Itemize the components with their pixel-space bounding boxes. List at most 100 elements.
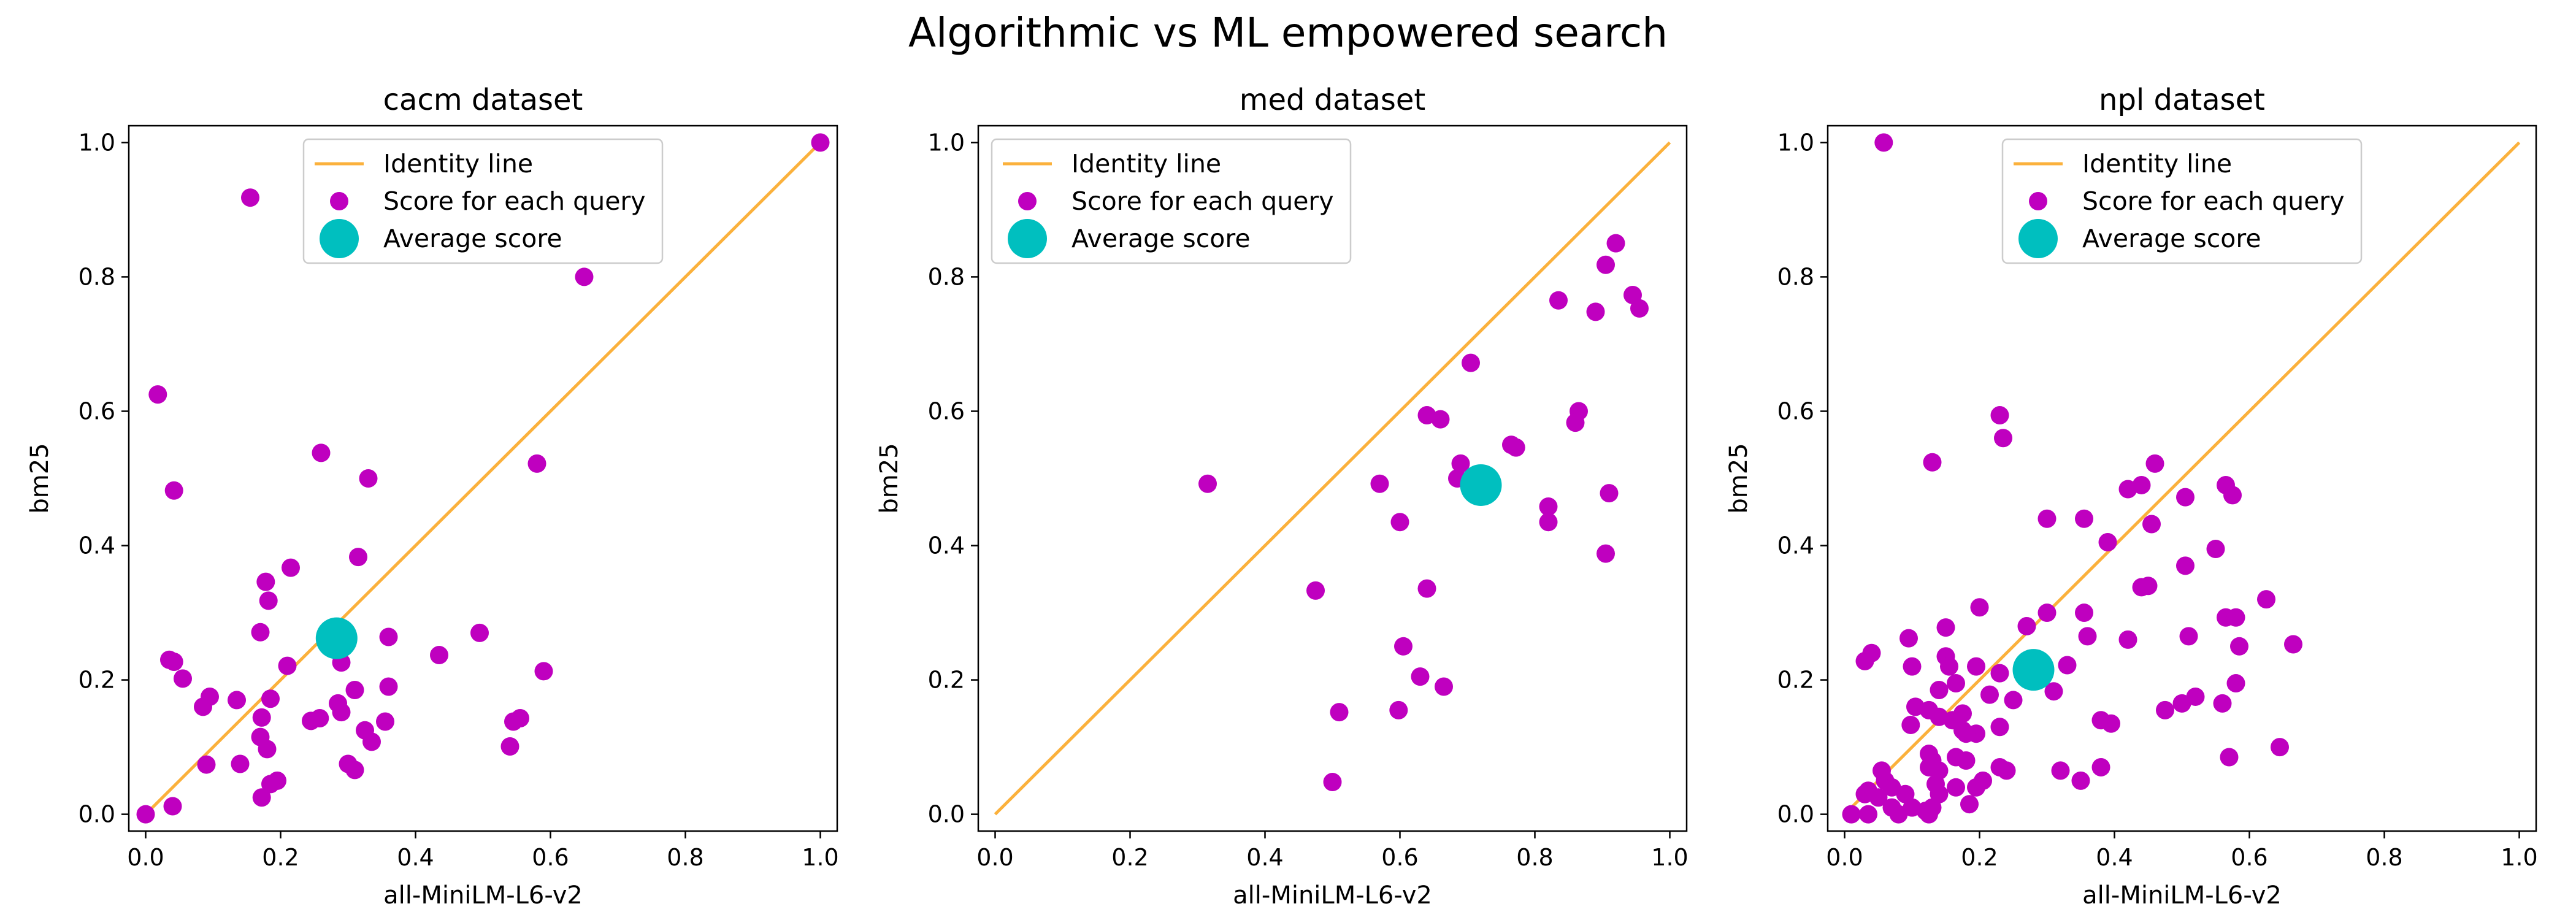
query-score-point	[1990, 406, 2009, 425]
query-score-point	[1451, 454, 1470, 473]
query-score-point	[2071, 771, 2090, 790]
query-score-point	[1435, 677, 1453, 696]
y-tick-label: 0.6	[1777, 397, 1814, 424]
x-tick-label: 0.2	[1111, 844, 1148, 871]
query-score-point	[1960, 795, 1979, 814]
legend-score-swatch	[2029, 192, 2047, 210]
legend-label: Average score	[2082, 224, 2261, 253]
y-tick-label: 0.2	[1777, 667, 1814, 694]
x-tick-label: 0.2	[262, 844, 299, 871]
x-tick-label: 0.8	[1516, 844, 1553, 871]
query-score-point	[197, 755, 216, 774]
x-tick-label: 0.2	[1961, 844, 1998, 871]
query-score-point	[2051, 761, 2070, 780]
panel-title: med dataset	[1240, 83, 1426, 117]
query-score-point	[2226, 608, 2245, 627]
query-score-point	[1953, 704, 1972, 723]
query-score-point	[1539, 497, 1558, 516]
y-tick-label: 0.0	[79, 801, 115, 828]
y-tick-label: 0.6	[79, 397, 115, 424]
query-score-point	[1957, 724, 1976, 743]
query-score-point	[1923, 453, 1942, 472]
query-score-point	[1957, 751, 1976, 770]
query-score-point	[1323, 773, 1342, 792]
query-score-point	[261, 689, 280, 708]
panel-3: 0.0 0.2 0.4 0.6 0.8 1.0 0.0 0.2 0.4 0.6 0.8 1.0 npl …	[1725, 83, 2538, 910]
query-score-point	[2226, 674, 2245, 693]
query-score-point	[2118, 630, 2137, 649]
query-score-point	[2139, 577, 2158, 596]
query-score-point	[261, 775, 280, 794]
query-score-point	[1417, 579, 1436, 598]
query-score-point	[258, 740, 277, 759]
query-score-point	[511, 709, 529, 727]
legend-label: Identity line	[383, 149, 533, 178]
query-score-point	[1411, 667, 1430, 686]
query-score-point	[1930, 681, 1949, 699]
y-tick-label: 0.4	[928, 532, 965, 559]
query-score-point	[278, 656, 297, 675]
x-tick-label: 0.8	[667, 844, 703, 871]
query-score-point	[1370, 474, 1389, 493]
query-score-point	[2058, 656, 2077, 675]
figure-title: Algorithmic vs ML empowered search	[908, 9, 1668, 56]
query-score-point	[2271, 738, 2289, 757]
query-score-point	[2176, 488, 2195, 507]
query-score-point	[2172, 694, 2191, 713]
query-score-point	[1606, 234, 1625, 253]
query-score-point	[163, 797, 182, 816]
legend-label: Score for each query	[1071, 186, 1334, 216]
query-score-point	[1980, 685, 1999, 704]
query-score-point	[2075, 604, 2093, 623]
query-score-point	[379, 627, 398, 646]
query-score-point	[2078, 627, 2097, 646]
query-score-point	[1389, 700, 1408, 719]
query-score-point	[332, 703, 351, 722]
x-tick-label: 1.0	[2501, 844, 2537, 871]
query-score-point	[164, 481, 183, 500]
query-score-point	[1970, 598, 1989, 617]
query-score-point	[2098, 533, 2117, 552]
y-tick-label: 0.8	[928, 263, 965, 290]
query-score-point	[1855, 651, 1874, 670]
query-score-point	[376, 712, 394, 731]
query-score-point	[148, 385, 167, 404]
query-score-point	[2142, 515, 2161, 534]
x-tick-label: 0.0	[976, 844, 1013, 871]
legend-label: Score for each query	[2082, 186, 2345, 216]
legend-average-swatch	[2018, 219, 2058, 258]
legend-label: Average score	[383, 224, 562, 253]
query-score-point	[136, 805, 155, 824]
y-tick-label: 0.2	[79, 667, 115, 694]
query-score-point	[1990, 718, 2009, 737]
panel-title: npl dataset	[2099, 83, 2265, 117]
plot-frame	[977, 125, 1688, 832]
query-score-point	[2156, 700, 2174, 719]
plot-frame	[128, 125, 838, 832]
query-score-point	[1586, 302, 1605, 321]
x-axis-label: all-MiniLM-L6-v2	[1233, 881, 1432, 910]
query-score-point	[1936, 618, 1955, 637]
query-score-point	[2044, 682, 2063, 701]
query-score-point	[194, 697, 212, 716]
query-score-point	[1997, 761, 2016, 780]
query-score-point	[349, 548, 367, 567]
legend-label: Identity line	[1071, 149, 1221, 178]
x-tick-label: 0.4	[2096, 844, 2133, 871]
legend-score-swatch	[330, 192, 348, 210]
y-tick-label: 1.0	[79, 129, 115, 156]
query-score-point	[1874, 133, 1893, 152]
query-score-point	[2223, 486, 2242, 505]
y-tick-label: 0.0	[928, 801, 965, 828]
query-score-point	[2132, 475, 2151, 494]
query-score-point	[2037, 509, 2057, 528]
x-axis-label: all-MiniLM-L6-v2	[383, 881, 583, 910]
x-tick-label: 0.6	[1381, 844, 1418, 871]
legend-box	[302, 138, 664, 264]
query-score-point	[500, 737, 519, 756]
query-score-point	[1549, 291, 1568, 310]
query-score-point	[534, 662, 553, 681]
query-score-point	[470, 623, 489, 642]
y-tick-label: 0.8	[1777, 263, 1814, 290]
query-score-point	[2206, 540, 2225, 558]
